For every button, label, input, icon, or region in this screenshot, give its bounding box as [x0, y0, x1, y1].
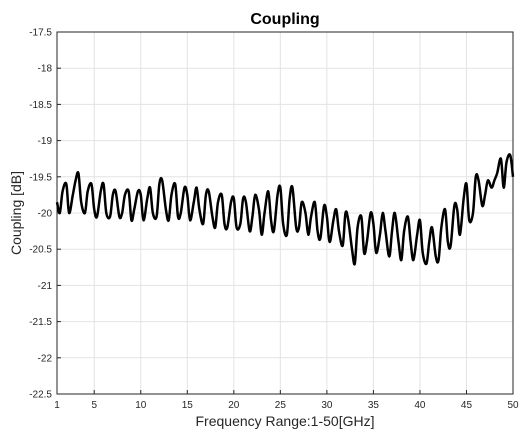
x-tick-label: 50: [507, 400, 519, 411]
x-axis-ticks: 1 5 10 15 20 25 30 35 40 45 50: [54, 390, 519, 411]
x-tick-label: 20: [228, 400, 240, 411]
y-tick-label: -19: [38, 136, 53, 147]
x-tick-label: 25: [275, 400, 287, 411]
y-tick-label: -22.5: [29, 390, 52, 401]
x-tick-label: 35: [368, 400, 380, 411]
y-tick-label: -22: [38, 353, 53, 364]
x-tick-label: 1: [54, 400, 60, 411]
x-tick-label: 5: [91, 400, 97, 411]
x-tick-label: 45: [461, 400, 473, 411]
x-tick-label: 10: [135, 400, 147, 411]
y-tick-label: -18.5: [29, 100, 52, 111]
y-axis-ticks: -17.5 -18 -18.5 -19 -19.5 -20 -20.5 -21 -21.5 -22…: [29, 28, 61, 401]
x-tick-label: 40: [414, 400, 426, 411]
x-tick-label: 30: [321, 400, 333, 411]
x-axis-label: Frequency Range:1-50[GHz]: [196, 413, 375, 429]
coupling-series-line: [55, 153, 515, 266]
chart-title: Coupling: [250, 11, 319, 28]
y-tick-label: -17.5: [29, 28, 52, 39]
y-tick-label: -21: [38, 281, 53, 292]
y-tick-label: -21.5: [29, 317, 52, 328]
y-tick-label: -19.5: [29, 172, 52, 183]
y-tick-label: -18: [38, 64, 53, 75]
x-tick-label: 15: [182, 400, 194, 411]
y-tick-label: -20.5: [29, 245, 52, 256]
y-tick-label: -20: [38, 209, 53, 220]
y-axis-label: Coupling [dB]: [8, 171, 24, 255]
